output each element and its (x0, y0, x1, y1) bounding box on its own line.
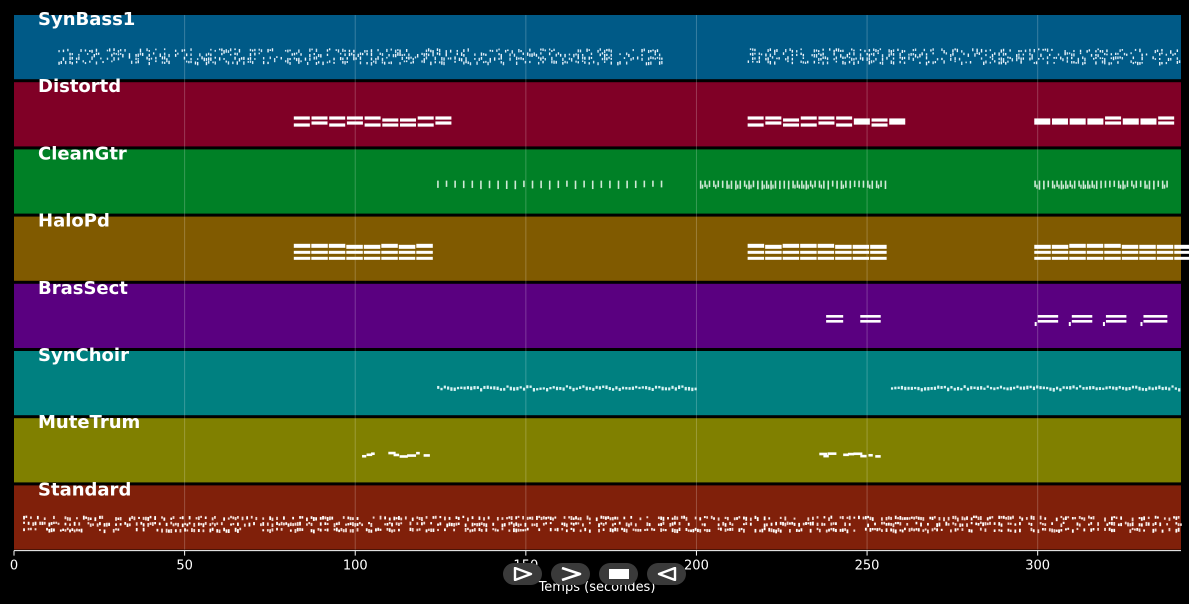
track-notes-standard (23, 515, 1182, 534)
note-segment (293, 116, 452, 127)
note-segment (58, 48, 663, 66)
track-band-mutetrum (14, 418, 1181, 483)
stop-icon (608, 569, 629, 579)
track-notes-distortd (293, 116, 1175, 127)
forward-button[interactable] (551, 563, 590, 585)
track-notes-brassect (826, 315, 1168, 327)
track-band-synbass1 (14, 15, 1181, 80)
note-segment (890, 385, 1181, 392)
track-label-synbass1: SynBass1 (38, 9, 135, 30)
track-band-distortd (14, 82, 1181, 147)
track-band-cleangtr (14, 149, 1181, 214)
x-tick-label: 50 (176, 559, 193, 574)
note-segment (1034, 243, 1189, 260)
note-segment (1102, 315, 1127, 327)
track-label-halopd: HaloPd (38, 211, 110, 232)
note-segment (1140, 315, 1168, 327)
stop-button[interactable] (599, 563, 638, 585)
transport-controls (503, 563, 686, 585)
track-notes-cleangtr (437, 180, 1168, 190)
track-notes-halopd (293, 243, 1189, 260)
note-segment (819, 452, 881, 458)
track-band-brassect (14, 283, 1181, 348)
forward-icon (561, 567, 581, 581)
note-segment (699, 180, 887, 190)
note-segment (1034, 180, 1168, 190)
note-segment (1034, 116, 1175, 125)
note-segment (293, 243, 433, 260)
track-band-synchoir (14, 351, 1181, 416)
track-label-distortd: Distortd (38, 76, 121, 97)
x-tick-label: 0 (10, 559, 18, 574)
note-segment (747, 116, 906, 127)
play-icon (513, 567, 532, 581)
track-notes-synbass1 (58, 48, 1181, 66)
x-tick-label: 250 (855, 559, 880, 574)
rewind-icon (657, 567, 676, 581)
note-segment (1068, 315, 1093, 327)
track-band-halopd (14, 216, 1181, 281)
note-segment (826, 315, 844, 323)
track-notes-mutetrum (362, 451, 881, 458)
note-segment (747, 243, 887, 260)
play-button[interactable] (503, 563, 542, 585)
track-notes-synchoir (437, 385, 1181, 392)
x-tick-label: 200 (684, 559, 709, 574)
track-label-mutetrum: MuteTrum (38, 412, 140, 433)
x-tick-label: 300 (1025, 559, 1050, 574)
track-label-standard: Standard (38, 479, 131, 500)
note-segment (747, 48, 1181, 66)
note-segment (362, 451, 430, 458)
note-segment (437, 385, 697, 392)
note-segment (437, 180, 663, 190)
x-tick-label: 100 (343, 559, 368, 574)
track-label-cleangtr: CleanGtr (38, 143, 127, 164)
note-segment (860, 315, 881, 323)
track-label-brassect: BrasSect (38, 278, 128, 299)
rewind-button[interactable] (647, 563, 686, 585)
note-segment (1034, 315, 1059, 327)
note-segment (23, 515, 1182, 534)
track-label-synchoir: SynChoir (38, 345, 129, 366)
